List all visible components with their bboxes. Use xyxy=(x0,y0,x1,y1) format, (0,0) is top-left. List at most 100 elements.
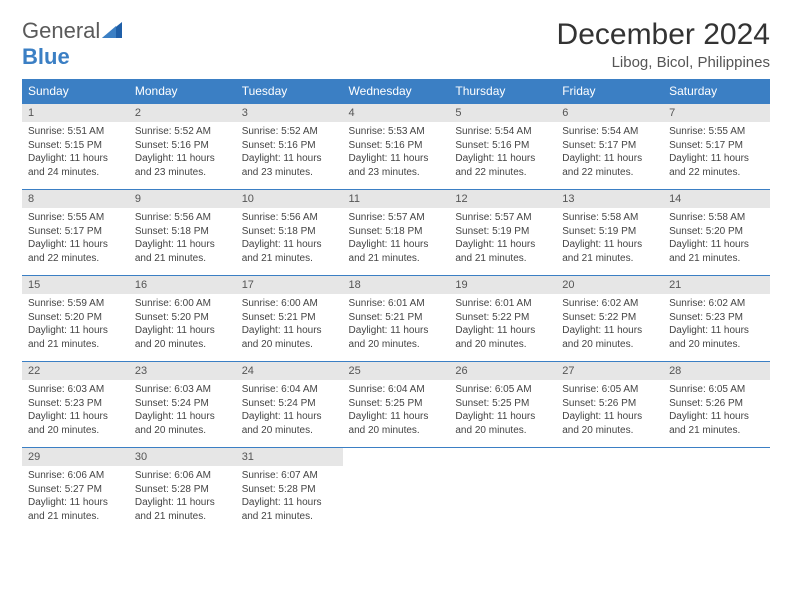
sail-icon xyxy=(102,22,122,38)
daylight-text: Daylight: 11 hours and 20 minutes. xyxy=(135,324,230,351)
calendar-week-row: 29Sunrise: 6:06 AMSunset: 5:27 PMDayligh… xyxy=(22,448,770,534)
day-details: Sunrise: 5:57 AMSunset: 5:19 PMDaylight:… xyxy=(449,208,556,269)
calendar-cell: 24Sunrise: 6:04 AMSunset: 5:24 PMDayligh… xyxy=(236,362,343,448)
daylight-text: Daylight: 11 hours and 21 minutes. xyxy=(242,496,337,523)
sunset-text: Sunset: 5:17 PM xyxy=(562,139,657,153)
daylight-text: Daylight: 11 hours and 21 minutes. xyxy=(349,238,444,265)
sunset-text: Sunset: 5:24 PM xyxy=(135,397,230,411)
day-number: 6 xyxy=(556,104,663,122)
day-number: 18 xyxy=(343,276,450,294)
day-details: Sunrise: 6:02 AMSunset: 5:22 PMDaylight:… xyxy=(556,294,663,355)
daylight-text: Daylight: 11 hours and 20 minutes. xyxy=(669,324,764,351)
calendar-cell: 29Sunrise: 6:06 AMSunset: 5:27 PMDayligh… xyxy=(22,448,129,534)
sunrise-text: Sunrise: 6:03 AM xyxy=(28,383,123,397)
daylight-text: Daylight: 11 hours and 23 minutes. xyxy=(135,152,230,179)
calendar-week-row: 15Sunrise: 5:59 AMSunset: 5:20 PMDayligh… xyxy=(22,276,770,362)
day-number: 12 xyxy=(449,190,556,208)
day-details: Sunrise: 5:52 AMSunset: 5:16 PMDaylight:… xyxy=(129,122,236,183)
sunset-text: Sunset: 5:25 PM xyxy=(455,397,550,411)
sunrise-text: Sunrise: 5:52 AM xyxy=(242,125,337,139)
calendar-cell: 20Sunrise: 6:02 AMSunset: 5:22 PMDayligh… xyxy=(556,276,663,362)
daylight-text: Daylight: 11 hours and 20 minutes. xyxy=(455,324,550,351)
sunrise-text: Sunrise: 6:02 AM xyxy=(669,297,764,311)
day-number: 4 xyxy=(343,104,450,122)
logo: General Blue xyxy=(22,18,122,70)
weekday-header: Sunday xyxy=(22,79,129,104)
day-number: 7 xyxy=(663,104,770,122)
sunrise-text: Sunrise: 5:58 AM xyxy=(669,211,764,225)
sunset-text: Sunset: 5:15 PM xyxy=(28,139,123,153)
day-number: 10 xyxy=(236,190,343,208)
day-details: Sunrise: 5:53 AMSunset: 5:16 PMDaylight:… xyxy=(343,122,450,183)
daylight-text: Daylight: 11 hours and 21 minutes. xyxy=(669,410,764,437)
calendar-cell: 27Sunrise: 6:05 AMSunset: 5:26 PMDayligh… xyxy=(556,362,663,448)
sunset-text: Sunset: 5:16 PM xyxy=(455,139,550,153)
day-number: 2 xyxy=(129,104,236,122)
sunrise-text: Sunrise: 5:55 AM xyxy=(28,211,123,225)
sunrise-text: Sunrise: 6:07 AM xyxy=(242,469,337,483)
day-number: 5 xyxy=(449,104,556,122)
day-details: Sunrise: 5:56 AMSunset: 5:18 PMDaylight:… xyxy=(236,208,343,269)
day-number: 19 xyxy=(449,276,556,294)
sunrise-text: Sunrise: 6:05 AM xyxy=(455,383,550,397)
day-number: 1 xyxy=(22,104,129,122)
calendar-cell: 2Sunrise: 5:52 AMSunset: 5:16 PMDaylight… xyxy=(129,104,236,190)
daylight-text: Daylight: 11 hours and 20 minutes. xyxy=(349,410,444,437)
day-details: Sunrise: 5:55 AMSunset: 5:17 PMDaylight:… xyxy=(22,208,129,269)
logo-text-blue: Blue xyxy=(22,44,70,69)
sunrise-text: Sunrise: 6:06 AM xyxy=(135,469,230,483)
sunset-text: Sunset: 5:19 PM xyxy=(455,225,550,239)
day-number: 26 xyxy=(449,362,556,380)
day-details: Sunrise: 5:58 AMSunset: 5:19 PMDaylight:… xyxy=(556,208,663,269)
location-label: Libog, Bicol, Philippines xyxy=(557,54,770,71)
sunrise-text: Sunrise: 6:04 AM xyxy=(242,383,337,397)
sunset-text: Sunset: 5:20 PM xyxy=(135,311,230,325)
daylight-text: Daylight: 11 hours and 23 minutes. xyxy=(349,152,444,179)
daylight-text: Daylight: 11 hours and 21 minutes. xyxy=(242,238,337,265)
day-number: 11 xyxy=(343,190,450,208)
weekday-header: Wednesday xyxy=(343,79,450,104)
sunset-text: Sunset: 5:22 PM xyxy=(455,311,550,325)
calendar-cell: 22Sunrise: 6:03 AMSunset: 5:23 PMDayligh… xyxy=(22,362,129,448)
sunset-text: Sunset: 5:21 PM xyxy=(242,311,337,325)
day-details: Sunrise: 6:05 AMSunset: 5:26 PMDaylight:… xyxy=(556,380,663,441)
calendar-cell: 21Sunrise: 6:02 AMSunset: 5:23 PMDayligh… xyxy=(663,276,770,362)
logo-text-general: General xyxy=(22,18,100,43)
calendar-cell: 13Sunrise: 5:58 AMSunset: 5:19 PMDayligh… xyxy=(556,190,663,276)
sunset-text: Sunset: 5:17 PM xyxy=(28,225,123,239)
daylight-text: Daylight: 11 hours and 21 minutes. xyxy=(28,324,123,351)
sunrise-text: Sunrise: 6:01 AM xyxy=(455,297,550,311)
day-number: 17 xyxy=(236,276,343,294)
calendar-cell: 11Sunrise: 5:57 AMSunset: 5:18 PMDayligh… xyxy=(343,190,450,276)
calendar-cell: 4Sunrise: 5:53 AMSunset: 5:16 PMDaylight… xyxy=(343,104,450,190)
sunset-text: Sunset: 5:22 PM xyxy=(562,311,657,325)
daylight-text: Daylight: 11 hours and 21 minutes. xyxy=(669,238,764,265)
day-details: Sunrise: 6:02 AMSunset: 5:23 PMDaylight:… xyxy=(663,294,770,355)
calendar-cell: 15Sunrise: 5:59 AMSunset: 5:20 PMDayligh… xyxy=(22,276,129,362)
day-number: 14 xyxy=(663,190,770,208)
sunrise-text: Sunrise: 6:00 AM xyxy=(135,297,230,311)
day-number: 22 xyxy=(22,362,129,380)
daylight-text: Daylight: 11 hours and 20 minutes. xyxy=(562,324,657,351)
sunrise-text: Sunrise: 6:01 AM xyxy=(349,297,444,311)
sunset-text: Sunset: 5:24 PM xyxy=(242,397,337,411)
calendar-week-row: 8Sunrise: 5:55 AMSunset: 5:17 PMDaylight… xyxy=(22,190,770,276)
calendar-cell: 28Sunrise: 6:05 AMSunset: 5:26 PMDayligh… xyxy=(663,362,770,448)
sunrise-text: Sunrise: 5:55 AM xyxy=(669,125,764,139)
calendar-cell: 18Sunrise: 6:01 AMSunset: 5:21 PMDayligh… xyxy=(343,276,450,362)
day-number: 29 xyxy=(22,448,129,466)
day-number: 28 xyxy=(663,362,770,380)
sunset-text: Sunset: 5:26 PM xyxy=(669,397,764,411)
sunset-text: Sunset: 5:25 PM xyxy=(349,397,444,411)
sunset-text: Sunset: 5:18 PM xyxy=(349,225,444,239)
day-number: 9 xyxy=(129,190,236,208)
day-details: Sunrise: 6:00 AMSunset: 5:21 PMDaylight:… xyxy=(236,294,343,355)
title-block: December 2024 Libog, Bicol, Philippines xyxy=(557,18,770,71)
day-details: Sunrise: 6:03 AMSunset: 5:23 PMDaylight:… xyxy=(22,380,129,441)
calendar-cell: 30Sunrise: 6:06 AMSunset: 5:28 PMDayligh… xyxy=(129,448,236,534)
sunset-text: Sunset: 5:23 PM xyxy=(669,311,764,325)
day-details: Sunrise: 5:56 AMSunset: 5:18 PMDaylight:… xyxy=(129,208,236,269)
sunrise-text: Sunrise: 5:57 AM xyxy=(455,211,550,225)
sunrise-text: Sunrise: 5:56 AM xyxy=(135,211,230,225)
sunrise-text: Sunrise: 5:52 AM xyxy=(135,125,230,139)
